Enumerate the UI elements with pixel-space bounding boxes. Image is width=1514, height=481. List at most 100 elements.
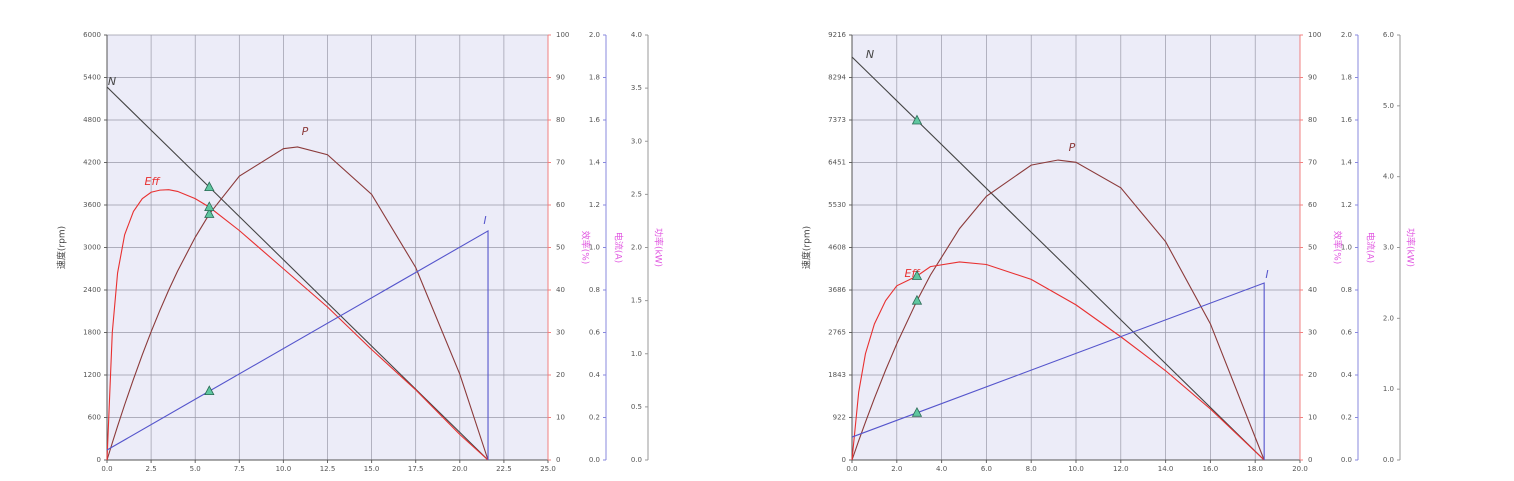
y2-tick-label: 70 [556, 159, 565, 167]
y-axis-title: 速度(rpm) [56, 226, 68, 269]
operating-point-marker [204, 208, 215, 218]
operating-point-marker [204, 385, 215, 396]
y2-tick-label: 20 [1308, 371, 1317, 379]
y3-tick-label: 0.0 [589, 456, 600, 464]
y4-axis-title: 功率(kW) [653, 228, 665, 267]
y4-tick-label: 3.0 [1383, 244, 1394, 252]
x-tick-label: 10.0 [276, 465, 292, 473]
x-tick-label: 12.5 [320, 465, 336, 473]
series-line [106, 229, 489, 460]
y-tick-label: 5530 [828, 201, 846, 209]
y3-tick-label: 1.4 [589, 159, 601, 167]
x-tick-label: 2.5 [146, 465, 157, 473]
x-tick-label: 14.0 [1158, 465, 1174, 473]
series-line [851, 159, 1265, 461]
y2-tick-label: 80 [556, 116, 565, 124]
y2-tick-label: 20 [556, 371, 565, 379]
y-tick-label: 1800 [83, 329, 101, 337]
operating-point-marker [204, 201, 215, 212]
y4-tick-label: 4.0 [631, 31, 642, 39]
y3-tick-label: 1.4 [1341, 159, 1353, 167]
y3-tick-label: 0.4 [589, 371, 601, 379]
y3-tick-label: 0.6 [1341, 329, 1353, 337]
y-tick-label: 2765 [828, 328, 846, 336]
operating-point-marker [911, 114, 923, 125]
series-line [106, 189, 489, 461]
y-tick-label: 3686 [828, 286, 846, 294]
x-tick-label: 4.0 [936, 465, 947, 473]
y2-tick-label: 40 [1308, 286, 1317, 294]
y-tick-label: 5400 [83, 74, 101, 82]
y3-tick-label: 2.0 [589, 31, 600, 39]
x-tick-label: 5.0 [190, 465, 201, 473]
operating-point-marker [911, 406, 923, 417]
y4-tick-label: 0.5 [631, 403, 642, 411]
x-tick-label: 6.0 [981, 465, 992, 473]
series-label: I [1265, 268, 1268, 281]
operating-point-marker [911, 294, 923, 305]
y-tick-label: 7373 [828, 116, 846, 124]
x-tick-label: 18.0 [1247, 465, 1263, 473]
y3-tick-label: 1.6 [1341, 116, 1353, 124]
y3-axis-title: 电流(A) [613, 232, 625, 263]
y2-tick-label: 100 [1308, 31, 1321, 39]
series-label: P [1069, 141, 1076, 154]
y3-tick-label: 0.4 [1341, 371, 1353, 379]
y3-tick-label: 0.2 [589, 414, 600, 422]
operating-point-marker [204, 181, 215, 192]
y-tick-label: 0 [97, 456, 101, 464]
x-tick-label: 25.0 [540, 465, 556, 473]
y4-tick-label: 0.0 [631, 456, 642, 464]
y2-tick-label: 0 [1308, 456, 1312, 464]
y3-tick-label: 1.8 [589, 74, 600, 82]
x-tick-label: 10.0 [1068, 465, 1084, 473]
y-tick-label: 9216 [828, 31, 846, 39]
y2-axis-title: 效率(%) [1332, 231, 1344, 265]
y3-tick-label: 1.2 [589, 201, 600, 209]
y2-tick-label: 100 [556, 31, 569, 39]
y4-tick-label: 1.0 [1383, 385, 1394, 393]
series-label: Eff [145, 175, 161, 188]
y4-tick-label: 1.5 [631, 297, 642, 305]
series-line [106, 146, 489, 461]
y3-tick-label: 1.6 [589, 116, 601, 124]
y4-tick-label: 4.0 [1383, 173, 1394, 181]
y4-tick-label: 3.5 [631, 84, 642, 92]
y-tick-label: 4800 [83, 116, 101, 124]
y4-tick-label: 2.5 [631, 190, 642, 198]
series-label: I [483, 214, 486, 227]
y3-tick-label: 1.2 [1341, 201, 1352, 209]
y-tick-label: 1200 [83, 371, 101, 379]
y2-tick-label: 80 [1308, 116, 1317, 124]
y2-tick-label: 90 [556, 74, 565, 82]
y3-tick-label: 2.0 [1341, 31, 1352, 39]
y2-tick-label: 50 [556, 244, 565, 252]
y-tick-label: 3000 [83, 244, 101, 252]
series-line [851, 282, 1265, 460]
y2-tick-label: 0 [556, 456, 560, 464]
y2-tick-label: 10 [556, 414, 565, 422]
y3-tick-label: 1.0 [1341, 244, 1352, 252]
y3-tick-label: 0.8 [1341, 286, 1352, 294]
y4-tick-label: 6.0 [1383, 31, 1394, 39]
y-tick-label: 3600 [83, 201, 101, 209]
y2-tick-label: 50 [1308, 244, 1317, 252]
x-tick-label: 20.0 [452, 465, 468, 473]
y-tick-label: 1843 [828, 371, 846, 379]
series-label: N [108, 75, 116, 88]
y2-tick-label: 60 [1308, 201, 1317, 209]
x-tick-label: 16.0 [1203, 465, 1219, 473]
y3-tick-label: 0.2 [1341, 414, 1352, 422]
y3-tick-label: 1.8 [1341, 74, 1352, 82]
x-tick-label: 15.0 [364, 465, 380, 473]
x-tick-label: 0.0 [846, 465, 857, 473]
y2-axis-title: 效率(%) [580, 231, 592, 265]
series-line [851, 261, 1265, 461]
y2-tick-label: 30 [556, 329, 565, 337]
x-tick-label: 20.0 [1292, 465, 1308, 473]
y2-tick-label: 10 [1308, 414, 1317, 422]
y3-tick-label: 1.0 [589, 244, 600, 252]
x-tick-label: 8.0 [1026, 465, 1037, 473]
y-tick-label: 8294 [828, 74, 846, 82]
